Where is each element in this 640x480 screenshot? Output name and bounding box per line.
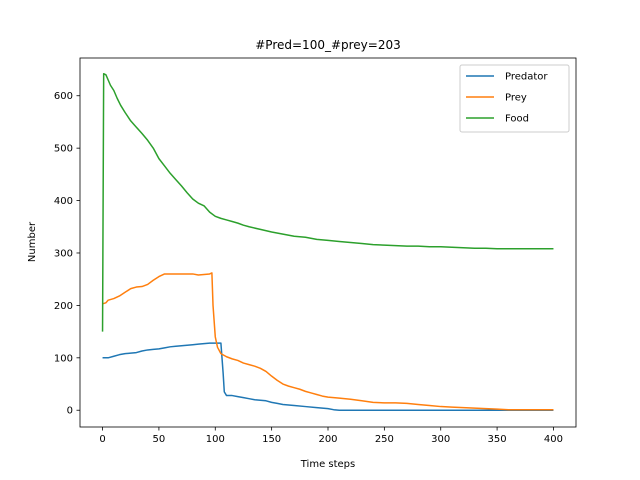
legend-frame xyxy=(459,64,570,133)
y-tick-label: 600 xyxy=(54,91,73,102)
legend-label-predator: Predator xyxy=(505,72,548,83)
series-layer xyxy=(101,72,554,411)
x-tick-label: 150 xyxy=(262,434,281,445)
series-line-food xyxy=(101,72,554,332)
y-axis: 0 100 200 300 400 500 600 xyxy=(54,91,80,417)
y-tick-label: 0 xyxy=(67,406,73,417)
y-tick-label: 500 xyxy=(54,144,73,155)
x-tick-label: 50 xyxy=(153,434,166,445)
x-axis: 0 50 100 150 200 250 300 350 400 xyxy=(99,427,563,445)
x-tick-label: 100 xyxy=(206,434,225,445)
chart-title: #Pred=100_#prey=203 xyxy=(255,38,401,52)
y-tick-label: 400 xyxy=(54,196,73,207)
y-tick-label: 300 xyxy=(54,248,73,259)
x-tick-label: 300 xyxy=(431,434,450,445)
y-axis-title: Number xyxy=(27,221,38,262)
series-line-prey xyxy=(102,272,554,411)
x-tick-label: 0 xyxy=(99,434,105,445)
x-tick-label: 250 xyxy=(375,434,394,445)
legend: Predator Prey Food xyxy=(459,64,570,133)
series-line-predator xyxy=(102,342,554,411)
legend-label-food: Food xyxy=(505,114,529,125)
x-tick-label: 350 xyxy=(488,434,507,445)
x-tick-label: 200 xyxy=(318,434,337,445)
legend-label-prey: Prey xyxy=(505,93,527,104)
x-axis-title: Time steps xyxy=(300,459,356,470)
y-tick-label: 100 xyxy=(54,353,73,364)
y-tick-label: 200 xyxy=(54,301,73,312)
x-tick-label: 400 xyxy=(544,434,563,445)
